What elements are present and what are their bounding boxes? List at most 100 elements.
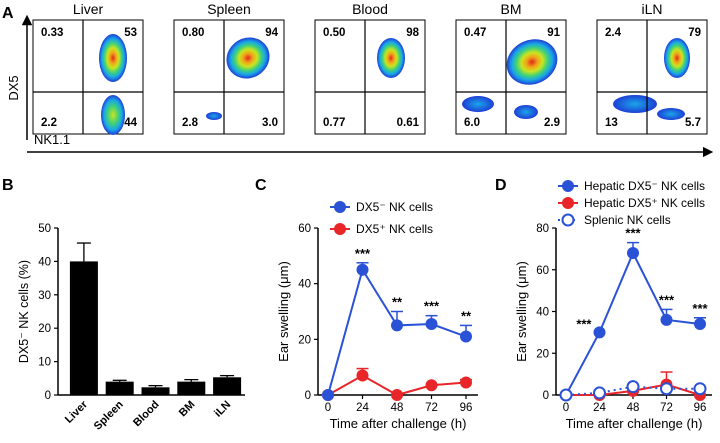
x-tick-label: BM: [177, 399, 198, 420]
significance-annotation: ***: [576, 316, 592, 331]
density-blob-minor: [657, 108, 685, 120]
legend-marker: [561, 213, 575, 227]
quadrant-upper-left: 0.80: [182, 27, 204, 39]
quadrant-lower-left: 6.0: [464, 117, 480, 129]
y-tick-label: 0: [305, 390, 311, 402]
y-axis-label: Ear swelling (μm): [514, 261, 529, 362]
bar: [177, 381, 206, 395]
quadrant-upper-right: 91: [547, 27, 560, 39]
data-point: [626, 380, 640, 394]
significance-annotation: **: [392, 295, 403, 310]
y-tick-label: 60: [536, 265, 549, 277]
y-tick-label: 40: [536, 307, 549, 319]
x-tick-label: 48: [627, 402, 640, 414]
quadrant-upper-right: 94: [265, 27, 278, 39]
density-blob-main: [506, 39, 558, 85]
significance-annotation: ***: [355, 246, 371, 261]
data-point: [391, 319, 403, 332]
data-point: [693, 382, 707, 396]
x-axis-label: Time after challenge (h): [566, 416, 703, 431]
flow-plot-liver: Liver 0.33 53 2.2 44: [32, 1, 144, 135]
y-tick-label: 60: [298, 223, 311, 235]
data-point: [425, 318, 438, 331]
quadrant-lower-left: 0.77: [323, 117, 345, 129]
x-tick-label: 72: [660, 402, 673, 414]
quadrant-upper-left: 2.4: [605, 27, 622, 39]
flow-plot-title: Spleen: [207, 1, 251, 17]
series-splenic-nk-cells: [559, 380, 707, 402]
panel-c-line-chart: 0 20 40 60 0 24 48 72 96 Time after challenge (h)…: [276, 200, 478, 431]
significance-annotation: ***: [625, 226, 641, 241]
x-tick-label: 96: [460, 402, 473, 414]
flow-plot-title: BM: [501, 1, 522, 17]
data-point: [356, 369, 369, 382]
y-tick-label: 20: [298, 334, 311, 346]
x-axis-label: Time after challenge (h): [330, 416, 467, 431]
data-point: [593, 326, 606, 339]
y-tick-label: 20: [38, 323, 51, 335]
panel-label-b: B: [2, 177, 14, 194]
quadrant-lower-right: 0.61: [397, 117, 420, 129]
significance-annotation: ***: [659, 292, 675, 307]
quadrant-lower-left: 13: [605, 117, 618, 129]
density-blob-minor: [514, 105, 538, 119]
data-point: [660, 313, 673, 326]
x-tick-label: 48: [391, 402, 404, 414]
x-tick-label: 0: [325, 402, 331, 414]
quadrant-lower-right: 5.7: [685, 117, 701, 129]
legend: DX5⁻ NK cells DX5⁺ NK cells: [330, 200, 433, 236]
flow-plot-frame: [596, 19, 708, 135]
x-tick-label: iLN: [212, 399, 233, 420]
density-blob-minor: [613, 95, 657, 113]
x-tick-label: Blood: [131, 399, 162, 430]
significance-annotation: ***: [424, 299, 440, 314]
panel-d-line-chart: 0 20 40 60 80 0 24 48 72 96 Time after challenge (…: [514, 179, 712, 431]
panel-label-a: A: [2, 5, 14, 22]
y-tick-label: 30: [38, 290, 51, 302]
x-tick-label: 24: [356, 402, 369, 414]
y-tick-label: 0: [543, 390, 549, 402]
legend-label: Splenic NK cells: [584, 213, 671, 227]
density-blob-main: [664, 38, 690, 78]
flow-plot-blood: Blood 0.50 98 0.77 0.61: [314, 1, 426, 135]
density-blob-main: [99, 34, 127, 82]
quadrant-lower-left: 2.8: [182, 117, 199, 129]
legend-label: DX5⁻ NK cells: [356, 200, 433, 214]
x-tick-label: Liver: [63, 398, 91, 426]
x-tick-label: 96: [694, 402, 707, 414]
density-blob-dx5neg: [101, 95, 125, 135]
flow-plot-frame: [314, 19, 426, 135]
legend-label: Hepatic DX5⁺ NK cells: [584, 196, 705, 210]
y-tick-label: 50: [38, 223, 51, 235]
density-blob-minor: [206, 112, 222, 120]
panel-label-d: D: [495, 177, 507, 194]
panel-label-c: C: [255, 177, 267, 194]
panel-a-ylabel: DX5: [6, 75, 21, 100]
data-point: [694, 318, 706, 331]
series-dx5-nk-cells: [322, 262, 472, 401]
legend-marker: [334, 201, 346, 213]
legend-marker: [562, 180, 574, 192]
x-tick-label: 72: [425, 402, 438, 414]
quadrant-upper-right: 79: [688, 27, 701, 39]
quadrant-upper-left: 0.50: [323, 27, 345, 39]
y-axis-label: DX5⁻ NK cells (%): [17, 260, 31, 363]
y-tick-label: 80: [536, 223, 549, 235]
panel-a-xlabel: NK1.1: [34, 132, 70, 147]
y-tick-label: 10: [38, 357, 51, 369]
x-tick-label: 24: [593, 402, 606, 414]
data-point: [660, 382, 673, 396]
x-tick-label: 0: [563, 402, 569, 414]
legend-marker: [334, 223, 346, 235]
data-point: [593, 386, 606, 400]
flow-plot-frame: [173, 19, 285, 135]
data-point: [627, 247, 639, 260]
legend-label: Hepatic DX5⁻ NK cells: [584, 179, 705, 193]
density-blob-minor: [462, 96, 494, 112]
flow-plot-title: iLN: [641, 1, 662, 17]
legend-label: DX5⁺ NK cells: [356, 222, 433, 236]
